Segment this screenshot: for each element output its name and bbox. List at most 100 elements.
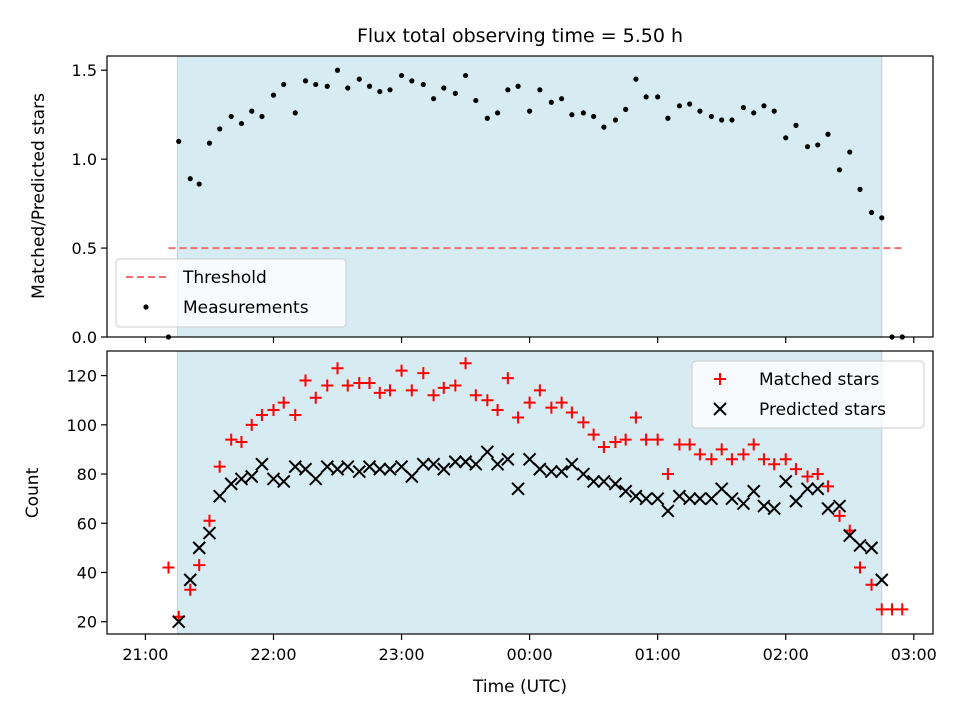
measurement-point-45: [643, 94, 649, 100]
matched-star-point-10: [267, 404, 280, 417]
predicted-star-point-46: [661, 504, 675, 518]
measurement-point-17: [345, 85, 351, 91]
predicted-star-point-8: [255, 457, 269, 471]
measurement-point-20: [377, 88, 383, 95]
measurement-point-67: [879, 215, 885, 221]
matched-star-point-69: [896, 603, 909, 616]
top-y-tick-label-1: 0.5: [72, 239, 97, 258]
matched-star-point-17: [341, 379, 354, 392]
x-tick-label-6: 03:00: [891, 645, 937, 664]
matched-star-point-24: [417, 367, 430, 380]
x-tick-label-3: 00:00: [507, 645, 553, 664]
chart-title: Flux total observing time = 5.50 h: [357, 25, 683, 47]
predicted-star-point-13: [309, 472, 323, 486]
predicted-star-point-9: [266, 472, 281, 486]
matched-star-point-44: [629, 411, 642, 424]
predicted-star-point-40: [597, 474, 611, 489]
measurement-point-25: [430, 96, 437, 102]
measurement-point-14: [313, 81, 319, 88]
measurement-point-7: [238, 120, 245, 127]
matched-star-point-9: [255, 408, 268, 421]
predicted-star-point-24: [426, 457, 441, 471]
measurement-point-23: [409, 78, 415, 84]
measurement-point-56: [761, 103, 767, 109]
measurement-point-30: [484, 115, 490, 121]
matched-star-point-42: [609, 436, 622, 449]
matched-star-point-8: [245, 418, 258, 431]
legend-threshold-label: Threshold: [182, 268, 267, 288]
predicted-star-point-64: [853, 538, 867, 553]
predicted-star-point-0: [172, 614, 186, 629]
measurement-point-13: [302, 78, 309, 84]
measurement-point-66: [868, 209, 875, 216]
predicted-star-point-56: [767, 501, 781, 516]
predicted-star-point-19: [373, 462, 387, 476]
predicted-star-point-60: [811, 482, 825, 496]
predicted-star-point-18: [362, 459, 377, 474]
matched-star-point-14: [309, 391, 322, 404]
predicted-star-point-34: [533, 462, 547, 476]
legend-predicted-swatch: [713, 402, 727, 416]
predicted-star-point-47: [672, 489, 687, 503]
matched-star-point-16: [331, 362, 344, 375]
predicted-star-point-11: [288, 459, 302, 474]
matched-star-point-47: [661, 468, 674, 481]
predicted-star-point-5: [224, 477, 238, 491]
predicted-star-point-27: [458, 455, 473, 469]
matched-star-point-41: [597, 440, 610, 453]
measurement-point-31: [494, 110, 501, 116]
measurement-point-53: [729, 117, 735, 123]
matched-star-point-30: [481, 394, 494, 407]
measurement-point-35: [537, 87, 543, 93]
top-legend: Threshold Measurements: [115, 258, 347, 328]
x-axis-label: Time (UTC): [472, 677, 567, 697]
matched-star-point-22: [395, 364, 408, 377]
matched-star-point-43: [619, 433, 632, 446]
measurement-point-54: [740, 104, 747, 111]
matched-star-point-51: [705, 453, 718, 466]
measurement-point-12: [292, 110, 298, 116]
predicted-star-point-12: [298, 462, 313, 476]
matched-star-point-31: [491, 404, 504, 417]
predicted-star-point-1: [183, 573, 197, 587]
measurement-point-11: [281, 81, 287, 88]
measurement-point-24: [420, 81, 426, 88]
measurement-point-27: [452, 90, 458, 96]
x-tick-label-1: 22:00: [250, 645, 296, 664]
predicted-star-point-49: [693, 491, 707, 506]
matched-star-point-36: [545, 401, 558, 414]
x-tick-label-4: 01:00: [635, 645, 681, 664]
predicted-star-point-45: [650, 491, 665, 506]
matched-star-point-7: [235, 436, 248, 449]
predicted-star-point-48: [682, 491, 697, 506]
measurement-point-47: [665, 115, 671, 121]
legend-matched-label: Matched stars: [759, 370, 879, 390]
measurement-point-51: [708, 113, 715, 120]
measurement-point-18: [356, 76, 362, 82]
x-tick-label-2: 23:00: [378, 645, 424, 664]
predicted-star-point-42: [618, 484, 633, 498]
measurement-point-15: [324, 83, 330, 89]
predicted-star-point-39: [586, 474, 601, 489]
measurement-point-41: [601, 124, 607, 130]
measurement-point-22: [398, 72, 405, 79]
measurement-point-16: [334, 67, 341, 73]
predicted-star-point-66: [875, 573, 889, 587]
predicted-star-point-14: [320, 459, 334, 474]
predicted-star-point-6: [234, 472, 249, 486]
matched-star-point-59: [789, 463, 802, 476]
top-y-tick-label-2: 1.0: [72, 150, 97, 169]
measurement-point-40: [591, 113, 597, 120]
measurement-point-29: [473, 97, 479, 104]
measurement-point-28: [462, 72, 469, 79]
count-panel: 20 40 60 80 100 120 21:00 22:00 23:00 00:00 01:00 0…: [23, 350, 937, 697]
matched-star-point-52: [715, 443, 728, 456]
top-legend-box: [115, 258, 347, 328]
predicted-star-point-10: [277, 474, 291, 489]
predicted-star-point-41: [608, 477, 623, 491]
predicted-star-point-35: [544, 464, 559, 479]
predicted-star-point-59: [800, 482, 815, 496]
measurement-point-42: [612, 117, 619, 123]
legend-measurements-label: Measurements: [183, 298, 309, 318]
